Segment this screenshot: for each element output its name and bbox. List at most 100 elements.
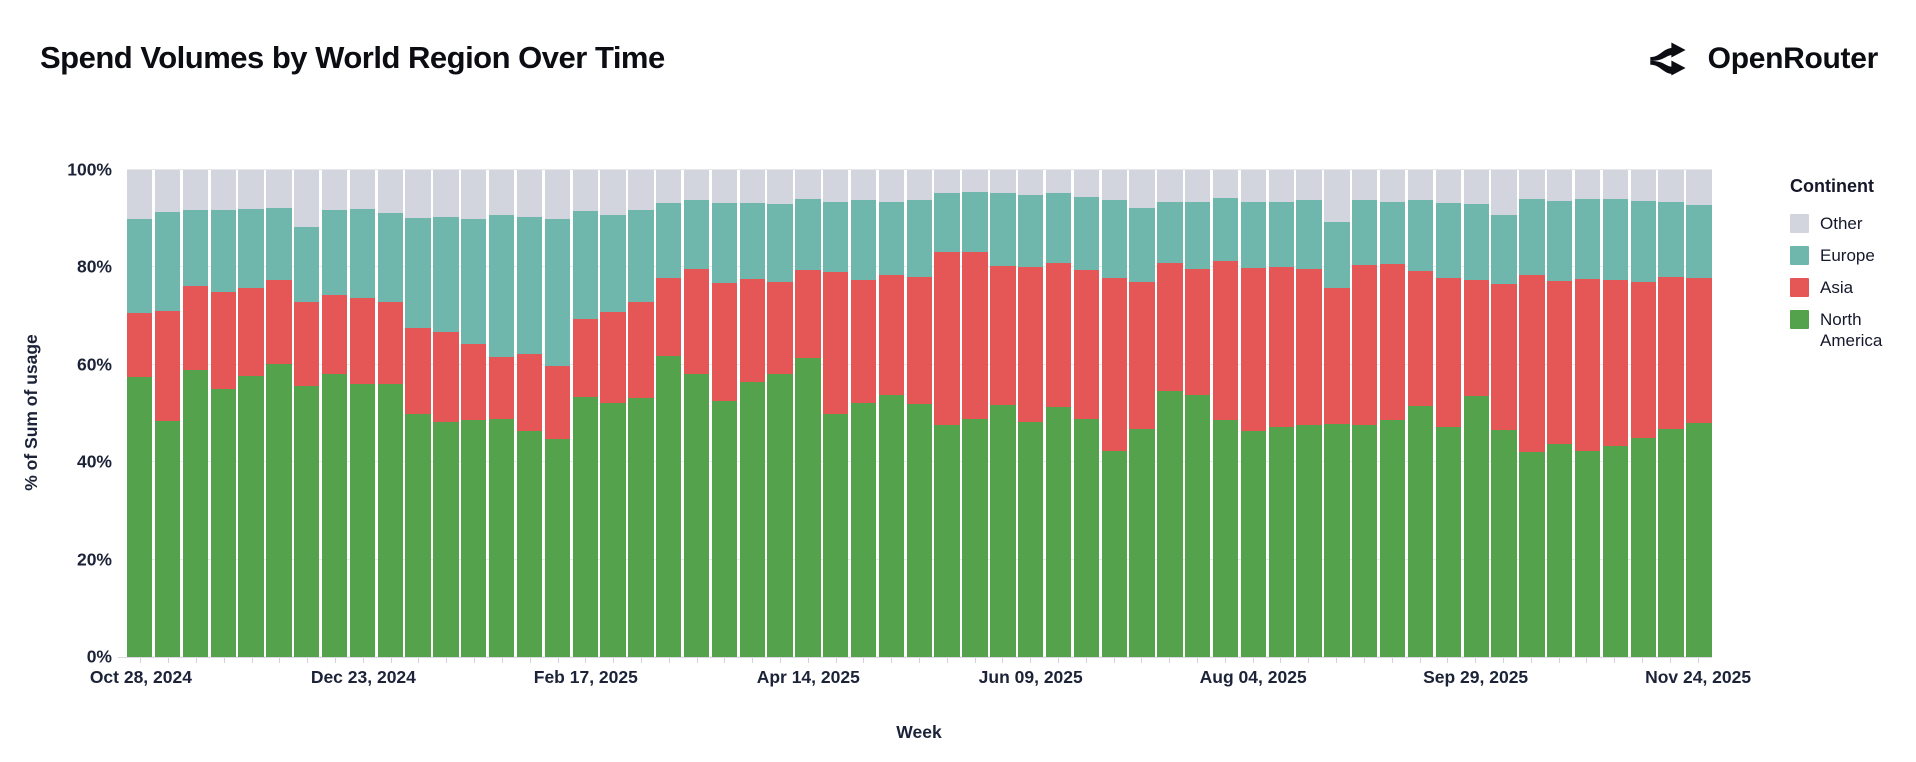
bar-segment-asia[interactable]	[1157, 262, 1183, 392]
bar-week-Mar-24-2025[interactable]	[711, 170, 738, 657]
bar-segment-europe[interactable]	[767, 204, 793, 283]
bar-segment-asia[interactable]	[349, 298, 376, 384]
bar-segment-europe[interactable]	[572, 211, 598, 319]
bar-week-May-12-2025[interactable]	[906, 170, 932, 657]
bar-week-Sep-29-2025[interactable]	[1463, 170, 1489, 657]
bar-segment-north-america[interactable]	[1045, 407, 1072, 657]
bar-segment-asia[interactable]	[1129, 281, 1155, 430]
bar-week-Nov-24-2025[interactable]	[1686, 170, 1712, 657]
bar-segment-other[interactable]	[127, 170, 153, 219]
bar-week-Feb-17-2025[interactable]	[572, 170, 598, 657]
bar-week-Oct-13-2025[interactable]	[1519, 170, 1545, 657]
bar-week-Mar-31-2025[interactable]	[739, 170, 765, 657]
bar-week-Apr-14-2025[interactable]	[795, 170, 821, 657]
bar-segment-north-america[interactable]	[683, 374, 710, 657]
bar-segment-north-america[interactable]	[1379, 419, 1406, 657]
bar-segment-asia[interactable]	[182, 285, 209, 370]
bar-segment-asia[interactable]	[1018, 266, 1044, 423]
bar-week-Nov-11-2024[interactable]	[182, 170, 209, 657]
bar-segment-north-america[interactable]	[1240, 430, 1267, 657]
bar-segment-asia[interactable]	[433, 331, 459, 423]
bar-segment-europe[interactable]	[1212, 197, 1239, 262]
bar-week-Apr-21-2025[interactable]	[823, 170, 849, 657]
bar-segment-north-america[interactable]	[962, 418, 988, 657]
bar-segment-europe[interactable]	[1324, 222, 1350, 289]
bar-segment-other[interactable]	[1240, 170, 1267, 203]
bar-segment-north-america[interactable]	[461, 419, 487, 657]
bar-segment-asia[interactable]	[1686, 278, 1712, 424]
bar-segment-asia[interactable]	[1101, 277, 1127, 451]
bar-segment-asia[interactable]	[1296, 269, 1322, 426]
bar-segment-north-america[interactable]	[739, 381, 765, 657]
bar-segment-other[interactable]	[516, 170, 543, 218]
bar-segment-asia[interactable]	[210, 291, 236, 390]
bar-segment-europe[interactable]	[1296, 200, 1322, 270]
bar-week-Jun-23-2025[interactable]	[1073, 170, 1100, 657]
bar-segment-north-america[interactable]	[433, 422, 459, 657]
bar-segment-europe[interactable]	[461, 219, 487, 344]
bar-segment-north-america[interactable]	[1324, 423, 1350, 657]
bar-week-Jan-27-2025[interactable]	[488, 170, 515, 657]
bar-segment-europe[interactable]	[628, 209, 654, 302]
bar-segment-asia[interactable]	[1379, 264, 1406, 420]
bar-segment-asia[interactable]	[516, 354, 543, 431]
bar-segment-other[interactable]	[1296, 170, 1322, 201]
bar-segment-other[interactable]	[294, 170, 320, 227]
bar-week-Sep-08-2025[interactable]	[1379, 170, 1406, 657]
bar-segment-asia[interactable]	[906, 276, 932, 404]
bar-segment-europe[interactable]	[906, 199, 932, 277]
bar-week-Apr-28-2025[interactable]	[850, 170, 877, 657]
bar-segment-asia[interactable]	[1268, 266, 1294, 428]
bar-segment-other[interactable]	[1463, 170, 1489, 205]
bar-week-Nov-25-2024[interactable]	[238, 170, 264, 657]
bar-segment-north-america[interactable]	[711, 400, 738, 657]
bar-segment-other[interactable]	[1435, 170, 1461, 204]
bar-segment-asia[interactable]	[1630, 282, 1656, 438]
bar-week-Jul-28-2025[interactable]	[1212, 170, 1239, 657]
bar-segment-asia[interactable]	[127, 313, 153, 377]
bar-segment-asia[interactable]	[1574, 279, 1601, 451]
bar-segment-other[interactable]	[349, 170, 376, 209]
bar-segment-north-america[interactable]	[1268, 427, 1294, 657]
bar-segment-north-america[interactable]	[1101, 451, 1127, 657]
bar-segment-north-america[interactable]	[349, 383, 376, 657]
bar-segment-other[interactable]	[1630, 170, 1656, 201]
bar-segment-europe[interactable]	[795, 199, 821, 271]
bar-week-Dec-30-2024[interactable]	[377, 170, 403, 657]
bar-week-Jan-06-2025[interactable]	[405, 170, 431, 657]
bar-segment-europe[interactable]	[349, 208, 376, 299]
bar-segment-north-america[interactable]	[656, 355, 682, 657]
bar-segment-europe[interactable]	[377, 212, 403, 302]
bar-segment-europe[interactable]	[1129, 207, 1155, 282]
bar-segment-north-america[interactable]	[294, 385, 320, 657]
bar-segment-asia[interactable]	[321, 294, 348, 375]
bar-week-Oct-06-2025[interactable]	[1491, 170, 1517, 657]
bar-segment-asia[interactable]	[238, 288, 264, 377]
bar-segment-other[interactable]	[1574, 170, 1601, 200]
bar-segment-other[interactable]	[962, 170, 988, 193]
bar-segment-europe[interactable]	[1491, 214, 1517, 285]
bar-segment-europe[interactable]	[1630, 200, 1656, 283]
bar-segment-europe[interactable]	[1463, 204, 1489, 281]
bar-segment-europe[interactable]	[1547, 201, 1573, 282]
bar-segment-north-america[interactable]	[1157, 391, 1183, 657]
bar-segment-asia[interactable]	[600, 312, 626, 403]
bar-segment-asia[interactable]	[795, 270, 821, 358]
bar-segment-asia[interactable]	[1407, 271, 1434, 406]
bar-segment-north-america[interactable]	[823, 413, 849, 657]
bar-segment-north-america[interactable]	[210, 389, 236, 657]
bar-week-Dec-23-2024[interactable]	[349, 170, 376, 657]
bar-week-Aug-11-2025[interactable]	[1268, 170, 1294, 657]
bar-segment-north-america[interactable]	[878, 395, 905, 657]
bar-segment-asia[interactable]	[1073, 270, 1100, 419]
bar-segment-asia[interactable]	[1045, 263, 1072, 408]
bar-segment-other[interactable]	[823, 170, 849, 203]
bar-segment-north-america[interactable]	[1352, 425, 1378, 657]
bar-segment-other[interactable]	[711, 170, 738, 204]
bar-segment-europe[interactable]	[1435, 203, 1461, 279]
bar-segment-asia[interactable]	[990, 265, 1016, 405]
bar-segment-other[interactable]	[906, 170, 932, 200]
bar-segment-north-america[interactable]	[1018, 422, 1044, 657]
bar-segment-other[interactable]	[488, 170, 515, 215]
bar-week-Dec-16-2024[interactable]	[321, 170, 348, 657]
